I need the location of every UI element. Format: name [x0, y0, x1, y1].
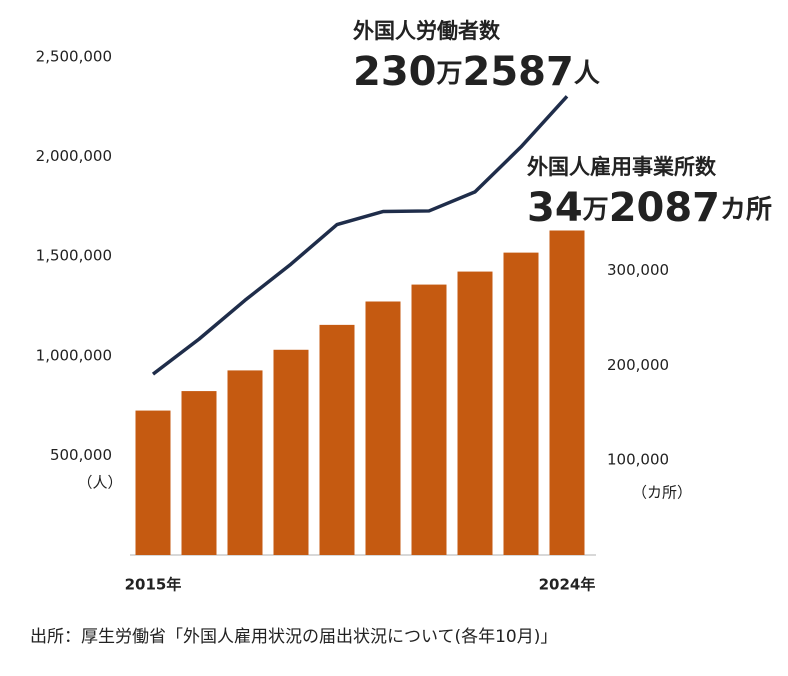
source-note: 出所：厚生労働省「外国人雇用状況の届出状況について(各年10月)」	[30, 627, 557, 647]
bar	[227, 370, 263, 555]
line	[151, 95, 569, 376]
bar	[411, 284, 447, 555]
annotation-part: 万	[583, 195, 609, 225]
y2-tick-label: 300,000	[607, 261, 669, 279]
annotation-part: 34	[527, 185, 583, 231]
bar	[273, 349, 309, 555]
annotation-part: 万	[437, 59, 463, 89]
y2-tick-label: 100,000	[607, 451, 669, 469]
y-tick-label: 2,000,000	[36, 147, 112, 165]
bar	[181, 391, 217, 555]
x-tick-label: 2024年	[539, 576, 596, 594]
annotation-title: 外国人雇用事業所数	[527, 155, 717, 179]
annotation-part: 人	[574, 59, 600, 89]
annotation-part: カ所	[720, 195, 772, 225]
annotation-value: 34万2087カ所	[527, 185, 772, 231]
annotation-value: 230万2587人	[353, 49, 600, 95]
x-tick-label: 2015年	[125, 576, 182, 594]
annotation-title: 外国人労働者数	[353, 19, 501, 43]
annotation-part: 2087	[609, 185, 720, 231]
y-tick-label: 2,500,000	[36, 48, 112, 66]
bar	[365, 301, 401, 555]
bar	[457, 271, 493, 555]
annotation-part: 2587	[463, 49, 574, 95]
y-tick-label: 1,000,000	[36, 346, 112, 364]
y-axis-label: （人）	[77, 474, 122, 492]
y-tick-label: 500,000	[50, 446, 112, 464]
y2-axis-label: （カ所）	[632, 484, 692, 502]
y-tick-label: 1,500,000	[36, 247, 112, 265]
bar	[135, 410, 171, 555]
bar	[503, 252, 539, 555]
bar	[549, 230, 585, 555]
annotation-part: 230	[353, 49, 437, 95]
y2-tick-label: 200,000	[607, 356, 669, 374]
bar	[319, 324, 355, 555]
